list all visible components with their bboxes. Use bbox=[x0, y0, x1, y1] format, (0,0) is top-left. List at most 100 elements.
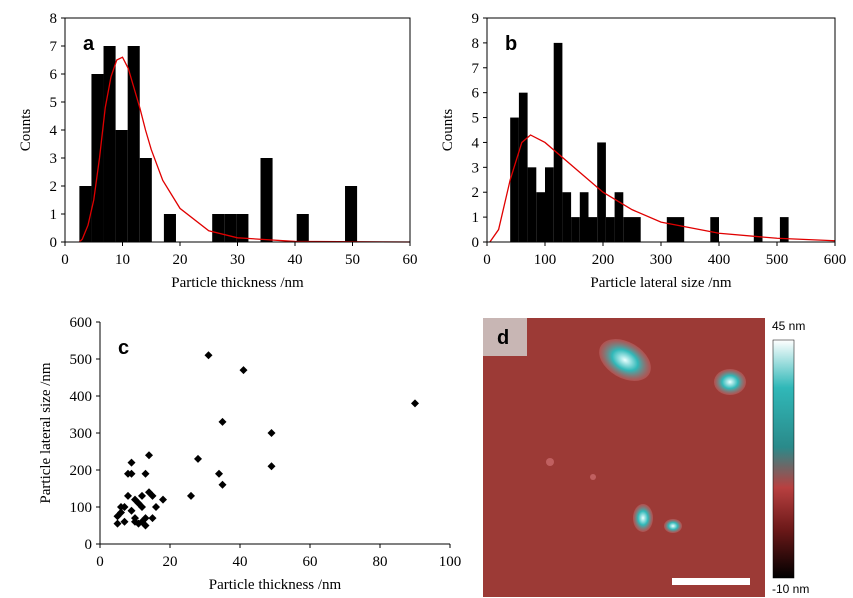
point bbox=[127, 469, 136, 478]
bar bbox=[91, 74, 104, 242]
bar bbox=[79, 186, 92, 242]
x-tick-label: 100 bbox=[534, 252, 557, 268]
y-tick-label: 2 bbox=[472, 185, 480, 201]
x-tick-label: 0 bbox=[483, 252, 491, 268]
y-tick-label: 3 bbox=[472, 160, 480, 176]
y-tick-label: 9 bbox=[472, 11, 480, 27]
point bbox=[120, 517, 129, 526]
y-tick-label: 0 bbox=[50, 235, 58, 251]
y-axis-label: Particle lateral size /nm bbox=[38, 362, 54, 504]
bar bbox=[553, 42, 563, 243]
y-axis-label: Counts bbox=[18, 109, 34, 152]
label-box bbox=[483, 318, 527, 356]
bar bbox=[562, 192, 572, 242]
point bbox=[141, 514, 150, 523]
bar bbox=[779, 217, 789, 242]
point bbox=[267, 429, 276, 437]
x-tick-label: 600 bbox=[824, 252, 847, 268]
point bbox=[194, 454, 202, 463]
panel-label: a bbox=[83, 33, 95, 55]
y-tick-label: 200 bbox=[70, 463, 93, 479]
point bbox=[239, 366, 248, 375]
y-tick-label: 400 bbox=[70, 389, 93, 405]
x-tick-label: 40 bbox=[288, 252, 303, 268]
y-tick-label: 100 bbox=[70, 500, 93, 516]
y-tick-label: 3 bbox=[50, 151, 58, 167]
y-tick-label: 6 bbox=[472, 86, 480, 102]
y-tick-label: 4 bbox=[50, 123, 58, 139]
bar bbox=[579, 192, 589, 242]
bar bbox=[632, 217, 641, 242]
bar bbox=[345, 186, 358, 242]
y-tick-label: 8 bbox=[50, 11, 58, 27]
bar bbox=[127, 46, 140, 242]
scale-bar bbox=[672, 578, 750, 585]
point bbox=[218, 417, 227, 426]
x-tick-label: 300 bbox=[650, 252, 673, 268]
bar bbox=[518, 92, 528, 243]
point bbox=[267, 462, 276, 471]
point bbox=[159, 495, 167, 504]
y-tick-label: 8 bbox=[472, 36, 480, 52]
point bbox=[127, 458, 136, 467]
x-tick-label: 20 bbox=[173, 252, 188, 268]
bar bbox=[260, 158, 273, 242]
y-axis-label: Counts bbox=[440, 109, 456, 152]
x-tick-label: 0 bbox=[61, 252, 69, 268]
panel-label: b bbox=[505, 33, 517, 55]
point bbox=[187, 491, 195, 500]
x-tick-label: 0 bbox=[96, 554, 104, 570]
x-tick-label: 10 bbox=[115, 252, 130, 268]
point bbox=[124, 491, 132, 500]
bar bbox=[103, 46, 116, 242]
bar bbox=[139, 158, 152, 242]
bar bbox=[753, 217, 763, 242]
x-axis-label: Particle lateral size /nm bbox=[590, 275, 732, 291]
point bbox=[117, 503, 125, 511]
bar bbox=[588, 217, 598, 242]
y-tick-label: 2 bbox=[50, 179, 58, 195]
point bbox=[138, 503, 146, 511]
y-tick-label: 6 bbox=[50, 67, 58, 83]
bar bbox=[597, 142, 606, 242]
colorbar bbox=[772, 339, 795, 579]
panel-label: c bbox=[118, 337, 129, 359]
x-axis-label: Particle thickness /nm bbox=[209, 577, 342, 593]
bar bbox=[510, 117, 519, 242]
bar bbox=[115, 130, 128, 242]
x-tick-label: 40 bbox=[233, 554, 248, 570]
y-tick-label: 5 bbox=[50, 95, 58, 111]
x-axis-label: Particle thickness /nm bbox=[171, 275, 304, 291]
point bbox=[204, 351, 213, 360]
bar bbox=[545, 167, 554, 242]
point bbox=[117, 508, 125, 517]
point bbox=[215, 469, 223, 478]
x-tick-label: 60 bbox=[303, 554, 318, 570]
y-tick-label: 0 bbox=[472, 235, 480, 251]
bar bbox=[675, 217, 685, 242]
bar bbox=[212, 214, 225, 242]
y-tick-label: 600 bbox=[70, 315, 93, 331]
bar bbox=[236, 214, 249, 242]
bar bbox=[163, 214, 176, 242]
bar bbox=[571, 217, 580, 242]
point bbox=[138, 491, 146, 500]
point bbox=[218, 480, 227, 489]
bar bbox=[224, 214, 237, 242]
colorbar-min: -10 nm bbox=[772, 582, 809, 596]
y-tick-label: 300 bbox=[70, 426, 93, 442]
x-tick-label: 20 bbox=[163, 554, 178, 570]
point bbox=[411, 399, 419, 408]
point bbox=[141, 521, 150, 530]
y-tick-label: 500 bbox=[70, 352, 93, 368]
afm-image: d bbox=[483, 318, 765, 597]
point bbox=[145, 451, 153, 460]
x-tick-label: 400 bbox=[708, 252, 731, 268]
bar bbox=[623, 217, 632, 242]
y-tick-label: 7 bbox=[50, 39, 58, 55]
bar bbox=[296, 214, 309, 242]
x-tick-label: 80 bbox=[373, 554, 388, 570]
point bbox=[131, 517, 139, 526]
point bbox=[148, 514, 157, 523]
